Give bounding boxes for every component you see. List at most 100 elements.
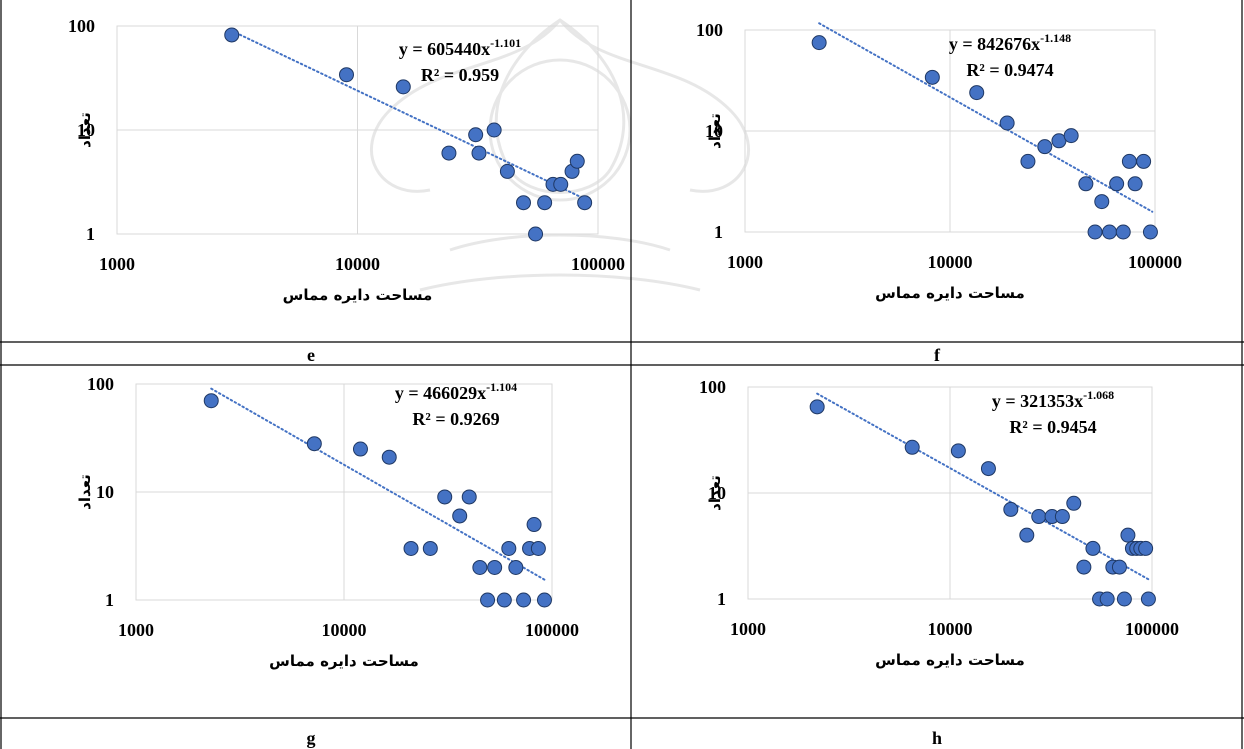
data-point (501, 540, 517, 556)
x-axis-title: مساحت دایره مماس (875, 651, 1025, 669)
data-point (306, 436, 322, 452)
y-tick-label: 100 (696, 20, 723, 40)
data-point (969, 85, 985, 101)
data-point (904, 439, 920, 455)
panel-caption-g: g (306, 728, 316, 748)
data-point (468, 127, 484, 143)
data-point (1111, 559, 1127, 575)
data-point (224, 27, 240, 43)
equation-exponent: -1.068 (1083, 388, 1114, 402)
data-point (1078, 176, 1094, 192)
data-point (486, 122, 502, 138)
equation-base: y = 321353x (992, 391, 1083, 411)
x-axis-title: مساحت دایره مماس (283, 286, 433, 304)
x-tick-label: 100000 (1128, 252, 1182, 272)
data-point (1094, 194, 1110, 210)
data-point (1099, 591, 1115, 607)
data-point (338, 67, 354, 83)
data-point (480, 592, 496, 608)
chart-svg: 1 10 100 1000 10000 100000 مساحت دایره مماس تعد… (699, 377, 1179, 669)
scatter-chart-g: 1 10 100 1000 10000 100000 مساحت دایره مماس تعد… (0, 365, 612, 710)
trendline (210, 387, 546, 581)
data-point (1115, 224, 1131, 240)
r-squared-label: R² = 0.9269 (412, 409, 499, 429)
scatter-chart-h: 1 10 100 1000 10000 100000 مساحت دایره مماس تعد… (630, 365, 1242, 710)
x-tick-label: 100000 (1125, 619, 1179, 639)
data-point (203, 393, 219, 409)
trendline-equation: y = 605440x-1.101 (399, 36, 521, 59)
y-tick-label: 100 (87, 374, 114, 394)
x-axis-title: مساحت دایره مماس (269, 652, 419, 670)
equation-base: y = 605440x (399, 39, 490, 59)
y-tick-label: 10 (705, 121, 723, 141)
y-tick-label: 10 (96, 482, 114, 502)
data-point (403, 540, 419, 556)
data-point (1116, 591, 1132, 607)
y-axis-title: تعداد (76, 112, 94, 148)
equation-exponent: -1.104 (486, 380, 517, 394)
data-point (1136, 153, 1152, 169)
data-point (1076, 559, 1092, 575)
panel-caption-h: h (931, 728, 942, 748)
data-point (499, 163, 515, 179)
panel-caption-f: f (934, 345, 940, 365)
data-point (1037, 139, 1053, 155)
y-axis-title: تعداد (76, 474, 94, 510)
x-tick-label: 1000 (118, 620, 154, 640)
data-point (537, 195, 553, 211)
data-point (1003, 501, 1019, 517)
y-tick-label: 100 (699, 377, 726, 397)
data-point (1127, 176, 1143, 192)
equation-base: y = 842676x (949, 34, 1040, 54)
data-point (577, 195, 593, 211)
x-tick-label: 100000 (571, 254, 625, 274)
data-point (1031, 509, 1047, 525)
equation-base: y = 466029x (395, 383, 486, 403)
data-point (1019, 527, 1035, 543)
data-point (1142, 224, 1158, 240)
data-point (471, 145, 487, 161)
y-tick-label: 10 (708, 483, 726, 503)
data-point (422, 540, 438, 556)
x-tick-label: 1000 (730, 619, 766, 639)
y-tick-label: 1 (717, 589, 726, 609)
y-tick-label: 1 (86, 224, 95, 244)
data-point (999, 115, 1015, 131)
y-tick-label: 1 (105, 590, 114, 610)
equation-exponent: -1.148 (1040, 31, 1071, 45)
chart-svg: 1 10 100 1000 10000 100000 مساحت دایره مماس تعد… (696, 20, 1182, 302)
y-axis-title: تعداد (706, 475, 724, 511)
trendline-equation: y = 842676x-1.148 (949, 31, 1071, 54)
y-tick-label: 10 (77, 120, 95, 140)
data-point (437, 489, 453, 505)
data-point (1066, 495, 1082, 511)
chart-svg: 1 10 100 1000 10000 100000 مساحت دایره مماس تعد… (76, 374, 579, 670)
data-point (1121, 153, 1137, 169)
data-point (381, 449, 397, 465)
data-point (1020, 153, 1036, 169)
trendline-equation: y = 466029x-1.104 (395, 380, 517, 403)
x-tick-label: 1000 (99, 254, 135, 274)
data-point (516, 592, 532, 608)
x-tick-label: 10000 (928, 252, 973, 272)
trendline (230, 29, 588, 201)
r-squared-label: R² = 0.9454 (1009, 417, 1096, 437)
data-point (809, 399, 825, 415)
data-point (569, 153, 585, 169)
data-point (1054, 509, 1070, 525)
data-point (1087, 224, 1103, 240)
data-point (487, 559, 503, 575)
y-tick-label: 1 (714, 222, 723, 242)
data-point (811, 35, 827, 51)
data-point (526, 517, 542, 533)
panel-caption-e: e (307, 345, 315, 365)
scatter-chart-e: 1 10 100 1000 10000 100000 مساحت دایره مماس تعد… (0, 0, 625, 335)
data-point (508, 559, 524, 575)
data-point (515, 195, 531, 211)
trendline (818, 22, 1154, 213)
data-point (441, 145, 457, 161)
data-point (553, 176, 569, 192)
data-point (536, 592, 552, 608)
data-point (1085, 540, 1101, 556)
x-tick-label: 10000 (928, 619, 973, 639)
